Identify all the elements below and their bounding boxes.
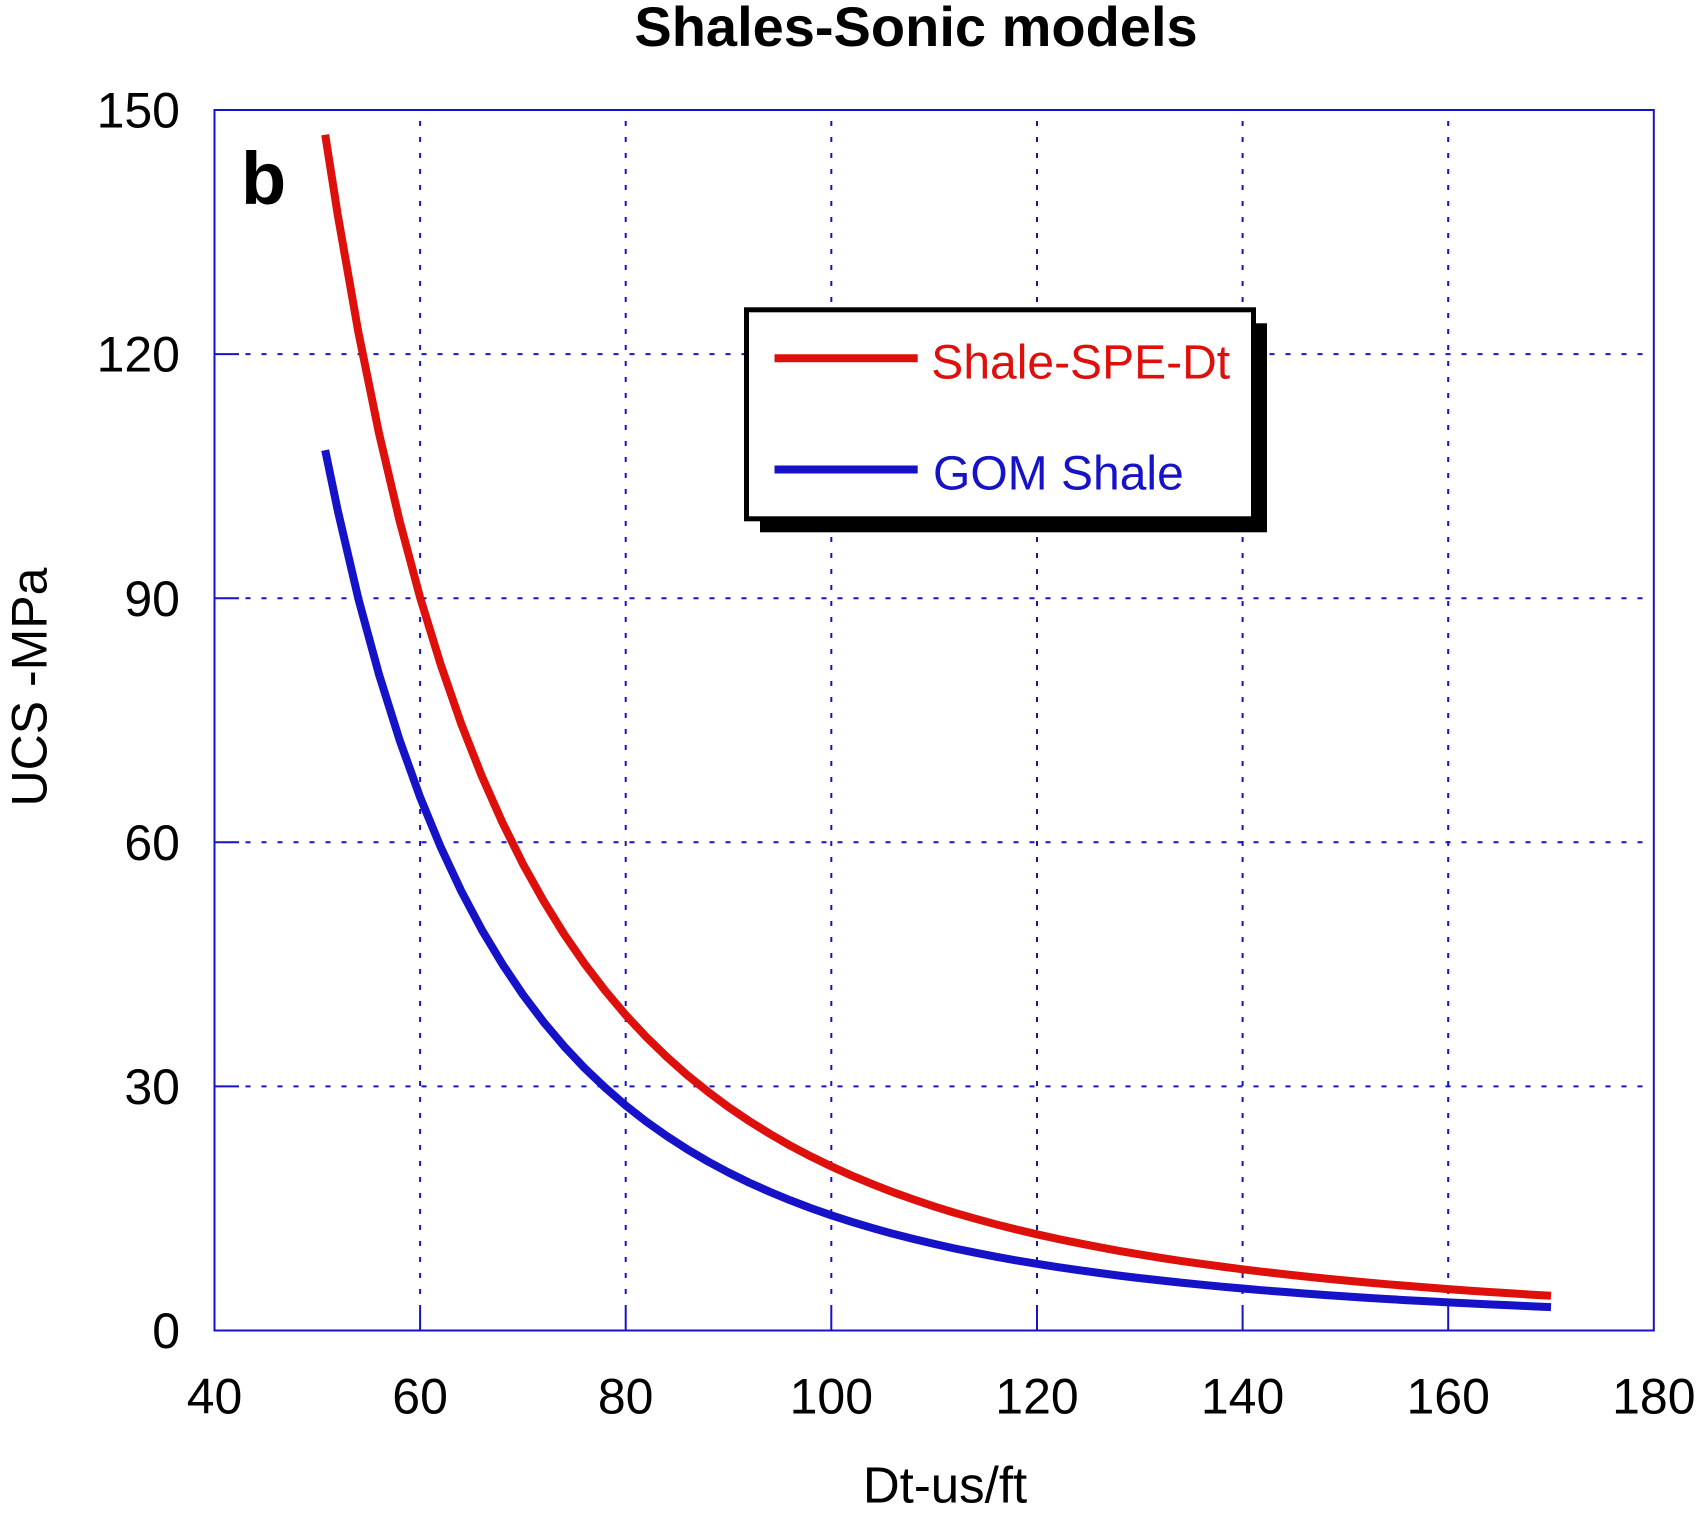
svg-text:80: 80: [598, 1368, 654, 1424]
svg-text:180: 180: [1612, 1368, 1695, 1424]
svg-text:90: 90: [124, 571, 180, 627]
svg-text:30: 30: [124, 1059, 180, 1115]
svg-text:120: 120: [995, 1368, 1078, 1424]
svg-text:160: 160: [1406, 1368, 1489, 1424]
svg-text:b: b: [241, 137, 286, 220]
svg-text:60: 60: [124, 815, 180, 871]
svg-text:120: 120: [97, 327, 180, 383]
svg-text:0: 0: [152, 1303, 180, 1359]
svg-text:60: 60: [392, 1368, 448, 1424]
svg-text:UCS -MPa: UCS -MPa: [2, 567, 58, 806]
svg-text:150: 150: [97, 83, 180, 139]
svg-text:100: 100: [790, 1368, 873, 1424]
svg-text:140: 140: [1201, 1368, 1284, 1424]
svg-text:Dt-us/ft: Dt-us/ft: [863, 1456, 1027, 1508]
svg-text:Shale-SPE-Dt: Shale-SPE-Dt: [931, 337, 1230, 390]
svg-text:40: 40: [187, 1368, 243, 1424]
svg-text:Shales-Sonic models: Shales-Sonic models: [634, 0, 1197, 58]
svg-text:GOM Shale: GOM Shale: [933, 448, 1184, 501]
